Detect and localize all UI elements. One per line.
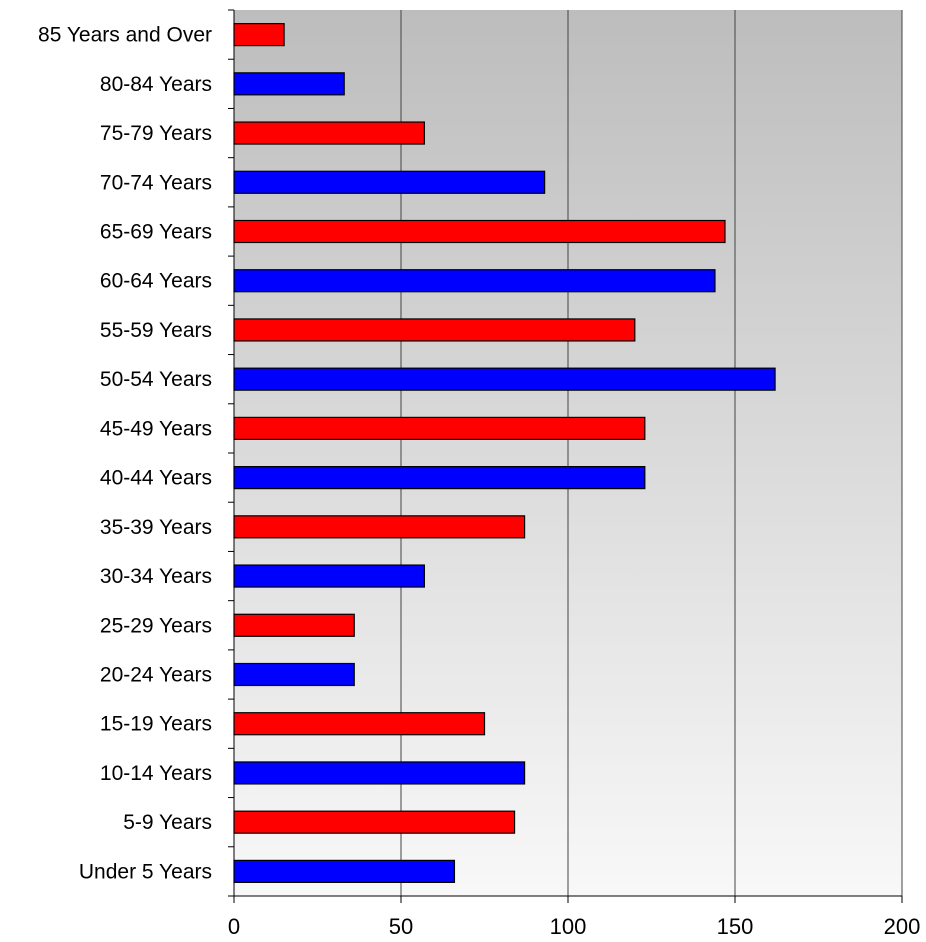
- category-label: 45-49 Years: [100, 417, 212, 440]
- x-tick-label: 200: [884, 914, 921, 939]
- category-label: 40-44 Years: [100, 467, 212, 490]
- category-label: 15-19 Years: [100, 713, 212, 736]
- bar-10-14-years: [233, 761, 526, 785]
- category-label: 5-9 Years: [123, 811, 212, 834]
- bar-30-34-years: [233, 564, 425, 588]
- bar-60-64-years: [233, 269, 716, 293]
- bar-65-69-years: [233, 219, 726, 244]
- x-tick-labels: 0 50 100 150 200: [228, 914, 920, 939]
- category-label: 55-59 Years: [100, 319, 212, 342]
- category-label: 10-14 Years: [100, 762, 212, 785]
- bar-80-84-years: [233, 72, 345, 96]
- category-label: 80-84 Years: [100, 73, 212, 96]
- category-labels: Under 5 Years 5-9 Years 10-14 Years 15-19 Y…: [38, 24, 212, 884]
- category-label: 25-29 Years: [100, 614, 212, 637]
- x-tick-label: 0: [228, 914, 240, 939]
- bar-50-54-years: [233, 367, 776, 391]
- x-tick-label: 150: [717, 914, 754, 939]
- bar-40-44-years: [233, 466, 646, 490]
- axes: [228, 9, 903, 903]
- bar-5-9-years: [233, 810, 516, 834]
- bar-55-59-years: [233, 318, 636, 342]
- category-label: 85 Years and Over: [38, 24, 212, 47]
- category-label: 30-34 Years: [100, 565, 212, 588]
- category-label: Under 5 Years: [79, 860, 212, 883]
- bar-70-74-years: [233, 170, 546, 194]
- category-label: 70-74 Years: [100, 171, 212, 194]
- category-label: 75-79 Years: [100, 122, 212, 145]
- bar-20-24-years: [233, 662, 355, 687]
- bars: [233, 23, 776, 883]
- bar-85-years-and-over: [233, 23, 285, 47]
- x-tick-label: 100: [550, 914, 587, 939]
- gridlines: [400, 10, 903, 896]
- bar-15-19-years: [233, 712, 486, 736]
- category-label: 20-24 Years: [100, 664, 212, 687]
- category-label: 60-64 Years: [100, 270, 212, 293]
- x-tick-label: 50: [389, 914, 413, 939]
- bar-45-49-years: [233, 416, 646, 440]
- bar-under-5-years: [233, 859, 456, 883]
- bar-25-29-years: [233, 613, 355, 637]
- category-label: 65-69 Years: [100, 221, 212, 244]
- category-label: 35-39 Years: [100, 516, 212, 539]
- bar-75-79-years: [233, 121, 425, 145]
- bar-35-39-years: [233, 515, 526, 539]
- category-label: 50-54 Years: [100, 368, 212, 391]
